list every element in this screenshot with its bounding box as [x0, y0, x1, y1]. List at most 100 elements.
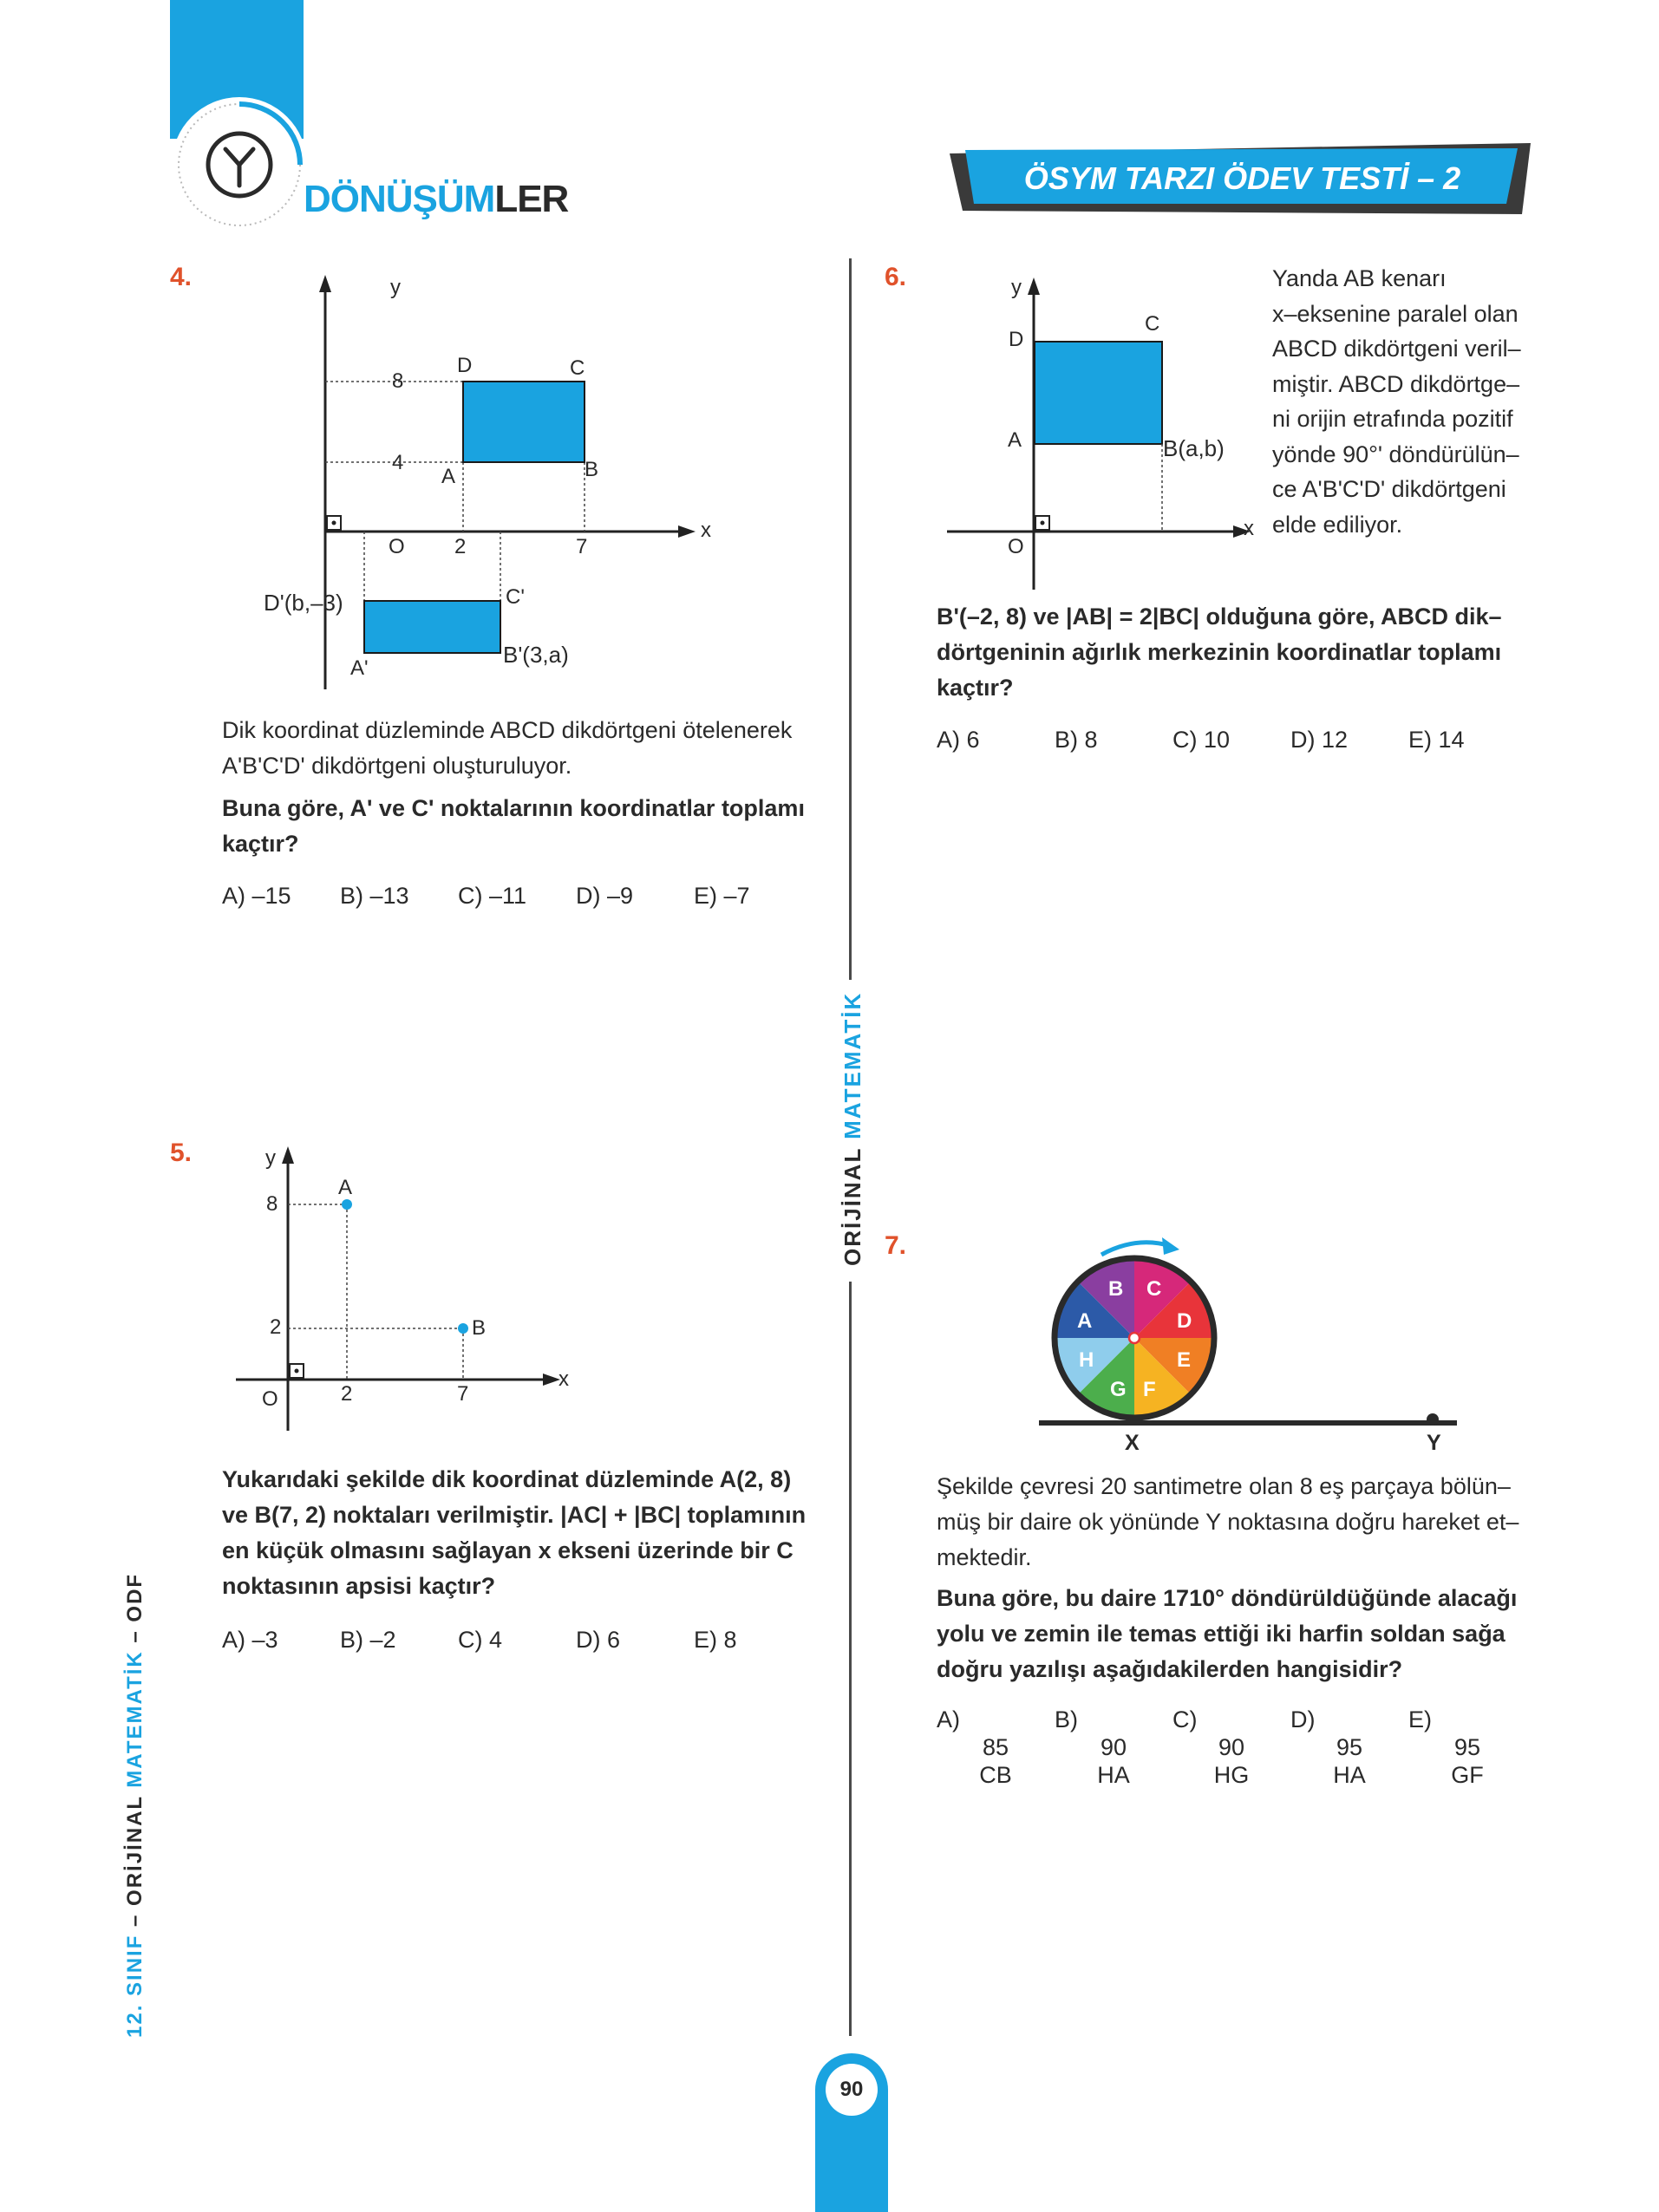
q7-choice-b[interactable]: B) 90 HA [1055, 1706, 1172, 1789]
question-4-figure [319, 275, 696, 689]
q7-choice-a-top: 85 [982, 1734, 1009, 1760]
q6-side-text: Yanda AB kenarı x–eksenine paralel olan … [1272, 261, 1527, 542]
q7-wheel-segment-E [1134, 1338, 1212, 1393]
q6-side-line-2: x–eksenine paralel olan [1272, 300, 1519, 327]
q7-question-line-1: Buna göre, bu daire 1710° döndürüldüğünd… [937, 1585, 1518, 1611]
q7-choice-a[interactable]: A) 85 CB [937, 1706, 1055, 1789]
q5-tick-y-8: 8 [266, 1192, 278, 1216]
q5-label-B: B [472, 1316, 487, 1340]
q5-x-axis-label: x [558, 1367, 569, 1391]
q4-choice-e[interactable]: E) –7 [694, 883, 750, 909]
q4-choice-b[interactable]: B) –13 [340, 883, 409, 909]
q6-choice-a[interactable]: A) 6 [937, 727, 980, 753]
center-vertical-label: ORİJİNAL MATEMATİK [839, 991, 865, 1266]
q5-question: Yukarıdaki şekilde dik koordinat düzlemi… [222, 1462, 813, 1604]
q6-y-axis-label: y [1011, 276, 1022, 299]
q5-question-line-1: Yukarıdaki şekilde dik koordinat düzlemi… [222, 1466, 792, 1492]
q4-label-B-prime: B'(3,a) [503, 642, 569, 668]
q4-question: Buna göre, A' ve C' noktalarının koordin… [222, 791, 813, 862]
q4-y-axis-label: y [390, 276, 401, 299]
q7-seg-H: H [1079, 1348, 1094, 1372]
q5-tick-x-7: 7 [457, 1382, 469, 1406]
page-number: 90 [839, 2078, 864, 2101]
q7-wheel-segment-H [1056, 1338, 1134, 1393]
q7-seg-G: G [1110, 1378, 1127, 1401]
q4-tick-y-8: 8 [392, 369, 404, 393]
q6-side-line-8: elde ediliyor. [1272, 511, 1403, 538]
q5-choice-e[interactable]: E) 8 [694, 1627, 737, 1653]
q7-choice-b-top: 90 [1100, 1734, 1127, 1760]
question-7-number: 7. [885, 1231, 907, 1260]
q5-choices: A) –3 B) –2 C) 4 D) 6 E) 8 [222, 1627, 812, 1654]
q7-wheel [1056, 1260, 1212, 1416]
q7-choice-e[interactable]: E) 95 GF [1408, 1706, 1526, 1789]
q4-label-D: D [457, 354, 473, 377]
q7-choice-d[interactable]: D) 95 HA [1290, 1706, 1408, 1789]
q5-label-A: A [338, 1176, 353, 1199]
q7-wheel-segment-G [1079, 1338, 1134, 1416]
q7-label-X: X [1125, 1431, 1140, 1455]
q7-text: Şekilde çevresi 20 santimetre olan 8 eş … [937, 1469, 1528, 1576]
q4-label-D-prime: D'(b,–3) [264, 590, 343, 616]
q4-tick-x-2: 2 [454, 535, 467, 558]
q5-choice-d[interactable]: D) 6 [576, 1627, 621, 1653]
q6-choice-b[interactable]: B) 8 [1055, 727, 1098, 753]
q7-choice-d-bottom: HA [1333, 1762, 1366, 1788]
q4-label-C-prime: C' [506, 585, 525, 609]
q7-choice-c-top: 90 [1218, 1734, 1245, 1760]
q4-text-line-2: A'B'C'D' dikdörtgeni oluşturuluyor. [222, 753, 572, 779]
q7-wheel-segment-D [1134, 1282, 1212, 1338]
q4-text-line-1: Dik koordinat düzleminde ABCD dikdörtgen… [222, 717, 793, 743]
q4-label-C: C [570, 356, 585, 380]
q4-choice-c[interactable]: C) –11 [458, 883, 527, 909]
q5-choice-a[interactable]: A) –3 [222, 1627, 278, 1653]
q4-question-line-1: Buna göre, A' ve C' noktalarının koordin… [222, 795, 805, 821]
q6-side-line-7: ce A'B'C'D' dikdörtgeni [1272, 476, 1506, 502]
q6-choice-d[interactable]: D) 12 [1290, 727, 1349, 753]
test-title-text: ÖSYM TARZI ÖDEV TESTİ – 2 [1023, 160, 1461, 196]
q7-text-line-1: Şekilde çevresi 20 santimetre olan 8 eş … [937, 1473, 1511, 1499]
q4-text: Dik koordinat düzleminde ABCD dikdörtgen… [222, 713, 813, 784]
q6-choices: A) 6 B) 8 C) 10 D) 12 E) 14 [937, 727, 1526, 754]
question-6-figure [947, 277, 1251, 590]
q7-wheel-segment-B [1079, 1260, 1134, 1338]
q7-wheel-segment-C [1134, 1260, 1190, 1338]
q4-tick-y-4: 4 [392, 451, 404, 474]
q7-seg-A: A [1077, 1309, 1093, 1333]
q4-choice-a[interactable]: A) –15 [222, 883, 291, 909]
q4-question-line-2: kaçtır? [222, 831, 299, 857]
q7-choice-c[interactable]: C) 90 HG [1172, 1706, 1290, 1789]
q6-question: B'(–2, 8) ve |AB| = 2|BC| olduğuna göre,… [937, 599, 1528, 706]
q6-x-axis-label: x [1244, 517, 1254, 540]
q7-choice-c-bottom: HG [1213, 1762, 1250, 1788]
q7-choice-b-bottom: HA [1097, 1762, 1130, 1788]
q7-choices: A) 85 CB B) 90 HA C) 90 HG D) 95 HA E) 9… [937, 1706, 1526, 1789]
q6-label-D: D [1009, 328, 1024, 351]
q7-question-line-2: yolu ve zemin ile temas ettiği iki harfi… [937, 1621, 1506, 1647]
q7-label-Y: Y [1427, 1431, 1441, 1455]
q4-origin-label: O [389, 535, 405, 558]
q7-seg-D: D [1177, 1309, 1192, 1333]
center-divider-bottom [849, 1282, 852, 2036]
q4-choice-d[interactable]: D) –9 [576, 883, 634, 909]
q7-question: Buna göre, bu daire 1710° döndürüldüğünd… [937, 1581, 1528, 1687]
clock-logo-icon [170, 95, 309, 234]
q6-choice-c[interactable]: C) 10 [1172, 727, 1231, 753]
q4-label-A: A [441, 465, 456, 488]
q5-tick-x-2: 2 [341, 1382, 353, 1406]
q5-choice-b[interactable]: B) –2 [340, 1627, 396, 1653]
q6-question-line-2: dörtgeninin ağırlık merkezinin koordinat… [937, 639, 1502, 665]
q6-side-line-4: miştir. ABCD dikdörtge– [1272, 370, 1520, 397]
q6-choice-e[interactable]: E) 14 [1408, 727, 1465, 753]
q5-choice-c[interactable]: C) 4 [458, 1627, 503, 1653]
q6-question-line-1: B'(–2, 8) ve |AB| = 2|BC| olduğuna göre,… [937, 604, 1502, 630]
page-number-tab: 90 [815, 2053, 888, 2212]
q5-question-line-2: ve B(7, 2) noktaları verilmiştir. |AC| +… [222, 1502, 807, 1528]
question-5-number: 5. [170, 1139, 193, 1167]
q6-label-B: B(a,b) [1163, 435, 1225, 461]
q7-choice-c-letter: C) [1172, 1706, 1198, 1732]
q7-choice-a-letter: A) [937, 1706, 960, 1732]
q5-tick-y-2: 2 [270, 1315, 282, 1339]
q6-side-line-1: Yanda AB kenarı [1272, 265, 1447, 291]
q7-choice-a-bottom: CB [979, 1762, 1012, 1788]
